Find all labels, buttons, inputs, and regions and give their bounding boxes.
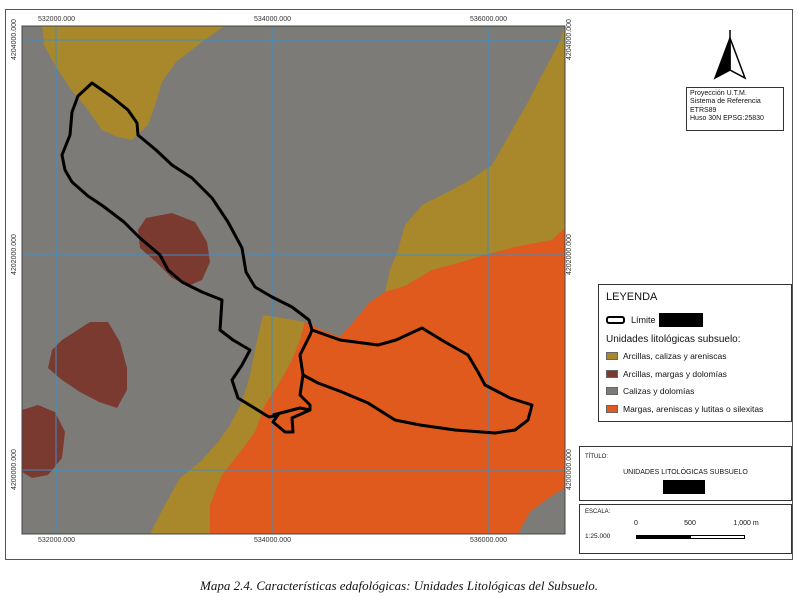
calizas-area-se [518, 488, 565, 534]
limit-swatch [606, 316, 625, 324]
bottom-coord-2: 534000.000 [254, 537, 291, 544]
limit-boundary [60, 81, 534, 435]
top-coord-3: 536000.000 [470, 16, 507, 23]
scale-bar-filled [636, 535, 691, 539]
legend: LEYENDA Límite Unidades litológicas subs… [598, 284, 792, 422]
scale-box: ESCALA: 0 500 1,000 m 1:25.000 [579, 504, 792, 554]
projection-line: Sistema de Referencia [690, 98, 761, 106]
projection-line: Proyección U.T.M. [690, 90, 747, 97]
scale-ratio: 1:25.000 [585, 533, 611, 540]
scale-tick-500: 500 [684, 520, 696, 527]
redacted-block [658, 313, 703, 327]
projection-line: ETRS89 [690, 106, 717, 114]
arcillas-calizas-area-s [150, 315, 305, 534]
bottom-coord-1: 532000.000 [38, 537, 75, 544]
map-title: UNIDADES LITOLÓGICAS SUBSUELO [623, 469, 748, 476]
scale-tick-0: 0 [634, 520, 638, 527]
north-arrow-icon [713, 30, 747, 80]
right-coord-1: 4204000.000 [566, 19, 573, 60]
swatch-calizas [606, 387, 618, 395]
arcillas-calizas-area-ne [385, 26, 565, 292]
redacted-block [663, 480, 705, 494]
legend-item: Arcillas, calizas y areniscas [606, 351, 726, 361]
legend-subtitle: Unidades litológicas subsuelo: [606, 334, 741, 345]
scale-bar-empty [690, 535, 745, 539]
top-coord-2: 534000.000 [254, 16, 291, 23]
right-coord-3: 4200000.000 [566, 449, 573, 490]
figure-caption: Mapa 2.4. Características edafológicas: … [200, 578, 598, 593]
margas-area [210, 228, 565, 534]
title-box: TÍTULO: UNIDADES LITOLÓGICAS SUBSUELO [579, 446, 792, 501]
projection-box: Proyección U.T.M. Sistema de Referencia … [686, 87, 784, 131]
limit-label: Límite [631, 315, 656, 325]
legend-item-label: Calizas y dolomías [623, 386, 695, 396]
legend-item-label: Arcillas, calizas y areniscas [623, 351, 727, 361]
arcillas-margas-area-1 [138, 213, 210, 286]
projection-line: Huso 30N EPSG:25830 [690, 115, 764, 123]
scale-label: ESCALA: [585, 509, 611, 515]
left-coord-2: 4202000.000 [11, 234, 18, 275]
arcillas-margas-area-3 [22, 405, 65, 478]
swatch-margas [606, 405, 618, 413]
legend-item: Arcillas, margas y dolomías [606, 369, 727, 379]
top-coord-1: 532000.000 [38, 16, 75, 23]
swatch-arcillas-calizas [606, 352, 618, 360]
legend-item: Margas, areniscas y lutitas o silexitas [606, 404, 763, 414]
swatch-arcillas-margas [606, 370, 618, 378]
legend-item-label: Arcillas, margas y dolomías [623, 369, 727, 379]
map-frame [5, 9, 793, 560]
left-coord-1: 4204000.000 [11, 19, 18, 60]
legend-item-label: Margas, areniscas y lutitas o silexitas [623, 404, 764, 414]
grid-lines [22, 26, 565, 534]
limit-inner-line [298, 329, 314, 376]
legend-item: Calizas y dolomías [606, 386, 694, 396]
limit-inner-line-2 [272, 406, 311, 417]
legend-title: LEYENDA [606, 291, 658, 303]
right-coord-2: 4202000.000 [566, 234, 573, 275]
scale-tick-1000: 1,000 m [733, 520, 759, 527]
arcillas-calizas-area-nw [42, 26, 224, 140]
bottom-coord-3: 536000.000 [470, 537, 507, 544]
left-coord-3: 4200000.000 [11, 449, 18, 490]
legend-limit-row: Límite [606, 313, 703, 327]
title-label: TÍTULO: [585, 454, 609, 460]
arcillas-margas-area-2 [48, 322, 127, 408]
